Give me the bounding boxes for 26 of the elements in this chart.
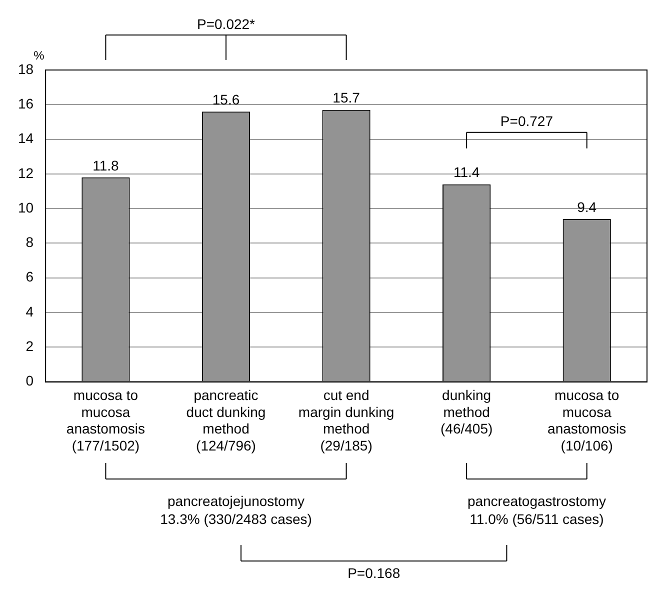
y-tick-label: 10 <box>18 199 34 216</box>
text: P=0.022* <box>197 16 256 32</box>
y-tick-label: 0 <box>26 372 34 389</box>
data-label: 9.4 <box>577 198 597 215</box>
y-tick-label: 6 <box>26 268 34 285</box>
annotation: P=0.727 <box>500 113 554 130</box>
text: P=0.168 <box>348 564 400 581</box>
data-label: 11.8 <box>92 157 120 174</box>
y-tick-label: 2 <box>26 338 34 354</box>
y-tick-label: 16 <box>18 96 34 112</box>
x-tick-label: mucosa to mucosa anastomosis (177/1502) <box>66 387 146 454</box>
text: pancreatojejunostomy 13.3% (330/2483 cases) <box>160 492 312 527</box>
text: pancreatogastrostomy 11.0% (56/511 cases) <box>467 492 606 527</box>
data-label: 15.6 <box>212 91 240 108</box>
x-tick-label: dunking method (46/405) <box>440 387 493 437</box>
x-tick-label: mucosa to mucosa anastomosis (10/106) <box>548 387 626 454</box>
data-label: 15.7 <box>332 90 360 106</box>
y-tick-label: 14 <box>18 130 34 146</box>
y-tick-label: 12 <box>18 164 34 181</box>
y-axis-title: % <box>34 48 45 62</box>
y-tick-label: 18 <box>18 60 34 77</box>
x-tick-label: cut end margin dunking method (29/185) <box>298 387 394 454</box>
data-label: 11.4 <box>453 164 480 180</box>
x-tick-label: pancreatic duct dunking method (124/796) <box>186 387 266 454</box>
y-tick-label: 4 <box>26 303 34 320</box>
y-tick-label: 8 <box>26 234 34 250</box>
